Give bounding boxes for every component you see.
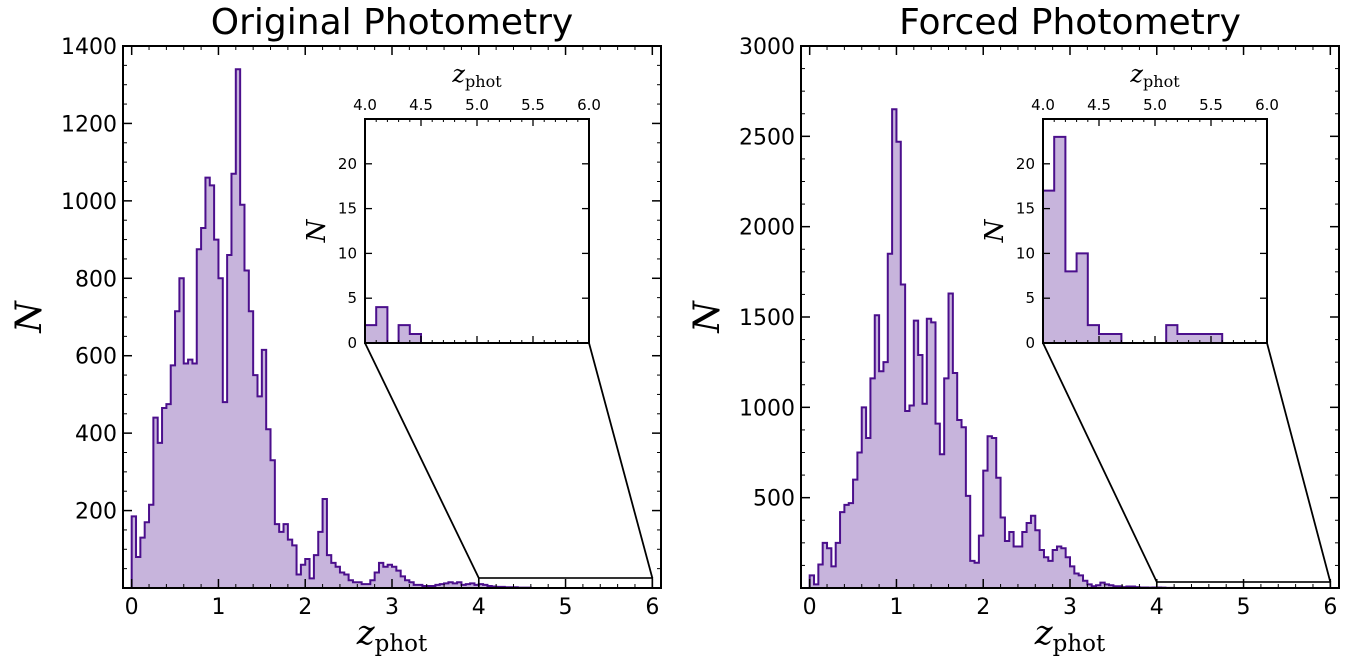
y-tick-label: 200 — [75, 500, 117, 525]
x-tick-label: 2 — [298, 595, 312, 620]
inset-y-tick-label: 15 — [1016, 200, 1035, 218]
inset-chart: 4.0 4.5 5.0 5.5 6.0 0 5 10 15 20 zphot N — [302, 60, 601, 352]
inset-x-tick-label: 4.5 — [1087, 96, 1111, 114]
x-tick-label: 4 — [1150, 595, 1164, 620]
y-tick-label: 800 — [75, 267, 117, 292]
x-axis-label-main: z — [356, 613, 376, 653]
y-tick-label: 1400 — [61, 35, 117, 60]
inset-x-tick-label: 5.0 — [465, 96, 489, 114]
zoom-connector-left — [364, 342, 480, 579]
zoom-connector-right — [588, 342, 654, 579]
y-tick-label: 400 — [75, 422, 117, 447]
inset-y-axis-label: N — [980, 218, 1010, 243]
y-tick-label: 1200 — [61, 112, 117, 137]
x-tick-label: 1 — [889, 595, 903, 620]
inset-y-tick-label: 0 — [1025, 334, 1035, 352]
y-tick-label: 1000 — [739, 396, 795, 421]
inset-y-tick-label: 5 — [347, 289, 357, 307]
inset-y-tick-label: 5 — [1025, 289, 1035, 307]
y-tick-label: 2500 — [739, 125, 795, 150]
x-tick-label: 3 — [1063, 595, 1077, 620]
inset-y-tick-label: 20 — [1016, 155, 1035, 173]
inset-chart: 4.0 4.5 5.0 5.5 6.0 0 5 10 15 20 zphot N — [980, 60, 1279, 352]
inset-y-tick-label: 10 — [338, 244, 357, 262]
chart-title: Original Photometry — [211, 2, 573, 43]
inset-x-tick-label: 6.0 — [577, 96, 601, 114]
x-tick-label: 3 — [385, 595, 399, 620]
inset-y-axis-label-main: N — [980, 218, 1010, 243]
inset-y-tick-label: 20 — [338, 155, 357, 173]
x-axis-label-sub: phot — [375, 631, 428, 657]
zoom-connector-right — [1266, 342, 1332, 583]
x-tick-label: 4 — [472, 595, 486, 620]
inset-x-tick-label: 5.5 — [521, 96, 545, 114]
y-tick-label: 3000 — [739, 35, 795, 60]
inset-x-axis-label: zphot — [1129, 60, 1180, 91]
inset-x-tick-label: 4.5 — [409, 96, 433, 114]
y-tick-label: 1500 — [739, 306, 795, 331]
y-axis-label-main: N — [687, 300, 728, 334]
histogram-fill — [809, 109, 1331, 588]
y-tick-label: 2000 — [739, 216, 795, 241]
x-tick-label: 6 — [645, 595, 659, 620]
x-tick-label: 0 — [125, 595, 139, 620]
inset-x-tick-label: 5.0 — [1143, 96, 1167, 114]
x-tick-label: 2 — [976, 595, 990, 620]
y-tick-label: 1000 — [61, 190, 117, 215]
y-axis-label: N — [687, 300, 728, 334]
inset-x-tick-label: 4.0 — [1031, 96, 1055, 114]
y-axis-label-main: N — [9, 300, 50, 334]
x-tick-label: 6 — [1323, 595, 1337, 620]
inset-y-axis-label: N — [302, 218, 332, 243]
inset-y-tick-label: 0 — [347, 334, 357, 352]
inset-x-axis-label-sub: phot — [465, 72, 502, 91]
x-axis-label-main: z — [1034, 613, 1054, 653]
x-tick-label: 5 — [559, 595, 573, 620]
x-axis-label: zphot — [1034, 613, 1106, 657]
inset-x-axis-label-main: z — [451, 60, 465, 88]
inset-x-tick-label: 5.5 — [1199, 96, 1223, 114]
x-axis-label: zphot — [356, 613, 428, 657]
inset-y-axis-label-main: N — [302, 218, 332, 243]
zoom-connector-left — [1042, 342, 1158, 583]
inset-y-tick-label: 10 — [1016, 244, 1035, 262]
y-tick-label: 600 — [75, 345, 117, 370]
histogram-outline — [130, 68, 566, 589]
panel-forced-photometry: 0 1 2 3 4 5 6 500 1000 1500 2000 2500 3000 Forced Pho… — [687, 2, 1340, 657]
inset-x-tick-label: 4.0 — [353, 96, 377, 114]
inset-x-axis-label-main: z — [1129, 60, 1143, 88]
inset-background — [365, 119, 589, 343]
x-tick-label: 1 — [211, 595, 225, 620]
inset-x-axis-label: zphot — [451, 60, 502, 91]
x-tick-label: 0 — [803, 595, 817, 620]
x-axis-label-sub: phot — [1053, 631, 1106, 657]
inset-x-axis-label-sub: phot — [1143, 72, 1180, 91]
panel-original-photometry: 0 1 2 3 4 5 6200400600800100012001400Original … — [9, 2, 662, 657]
x-tick-label: 5 — [1237, 595, 1251, 620]
chart-title: Forced Photometry — [899, 2, 1241, 43]
inset-x-tick-label: 6.0 — [1255, 96, 1279, 114]
y-axis-label: N — [9, 300, 50, 334]
y-tick-label: 500 — [753, 487, 795, 512]
inset-y-tick-label: 15 — [338, 200, 357, 218]
